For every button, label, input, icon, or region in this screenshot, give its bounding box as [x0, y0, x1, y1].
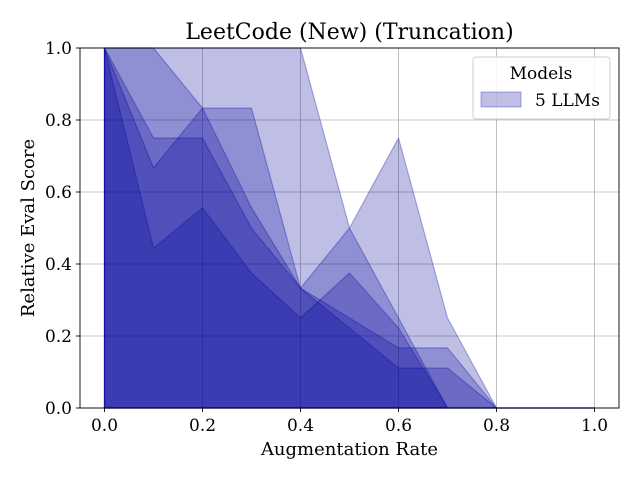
y-tick-label: 0.2: [45, 327, 72, 347]
x-tick-label: 0.6: [385, 416, 412, 436]
x-tick-label: 0.8: [483, 416, 510, 436]
ticks: 0.0 0.2 0.4 0.6 0.8 1.0 0.0 0.2 0.4 0.6 0.8 1.0: [45, 39, 608, 436]
y-tick-label: 0.0: [45, 399, 72, 419]
y-tick-label: 1.0: [45, 39, 72, 59]
legend-swatch: [480, 91, 522, 108]
legend-box: [472, 56, 611, 120]
chart-title: LeetCode (New) (Truncation): [185, 20, 513, 45]
x-tick-label: 0.0: [91, 416, 118, 436]
legend-entry-label: 5 LLMs: [535, 91, 600, 111]
x-axis-label: Augmentation Rate: [260, 439, 438, 460]
x-tick-label: 0.2: [189, 416, 216, 436]
y-tick-label: 0.8: [45, 111, 72, 131]
plot-frame: [79, 47, 620, 409]
legend: Models 5 LLMs: [472, 56, 611, 120]
y-axis-label: Relative Eval Score: [18, 139, 39, 317]
y-tick-label: 0.6: [45, 183, 72, 203]
x-tick-label: 0.4: [287, 416, 314, 436]
legend-title: Models: [510, 64, 573, 84]
grid: [80, 47, 619, 409]
x-tick-label: 1.0: [581, 416, 608, 436]
y-tick-label: 0.4: [45, 255, 72, 275]
